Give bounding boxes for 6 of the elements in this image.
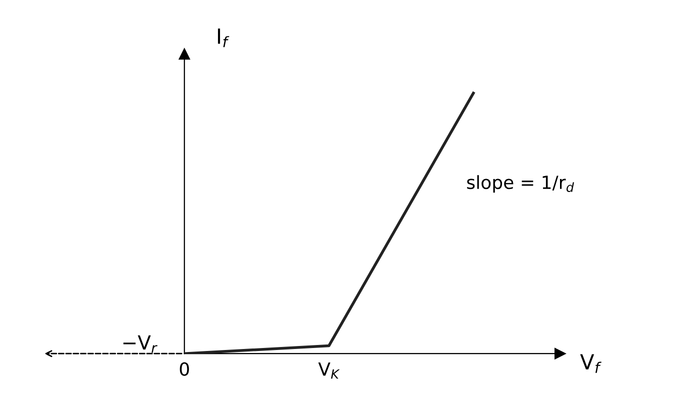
x-axis-title: V$_{f}$ bbox=[580, 354, 602, 373]
x-tick-label: 0 bbox=[180, 362, 189, 376]
text: −V$_{r}$ bbox=[123, 335, 158, 353]
annotation: slope = 1/r$_{d}$ bbox=[467, 175, 574, 193]
x-tick-label: V$_{K}$ bbox=[318, 362, 340, 379]
y-axis-title: I$_{f}$ bbox=[218, 28, 230, 48]
